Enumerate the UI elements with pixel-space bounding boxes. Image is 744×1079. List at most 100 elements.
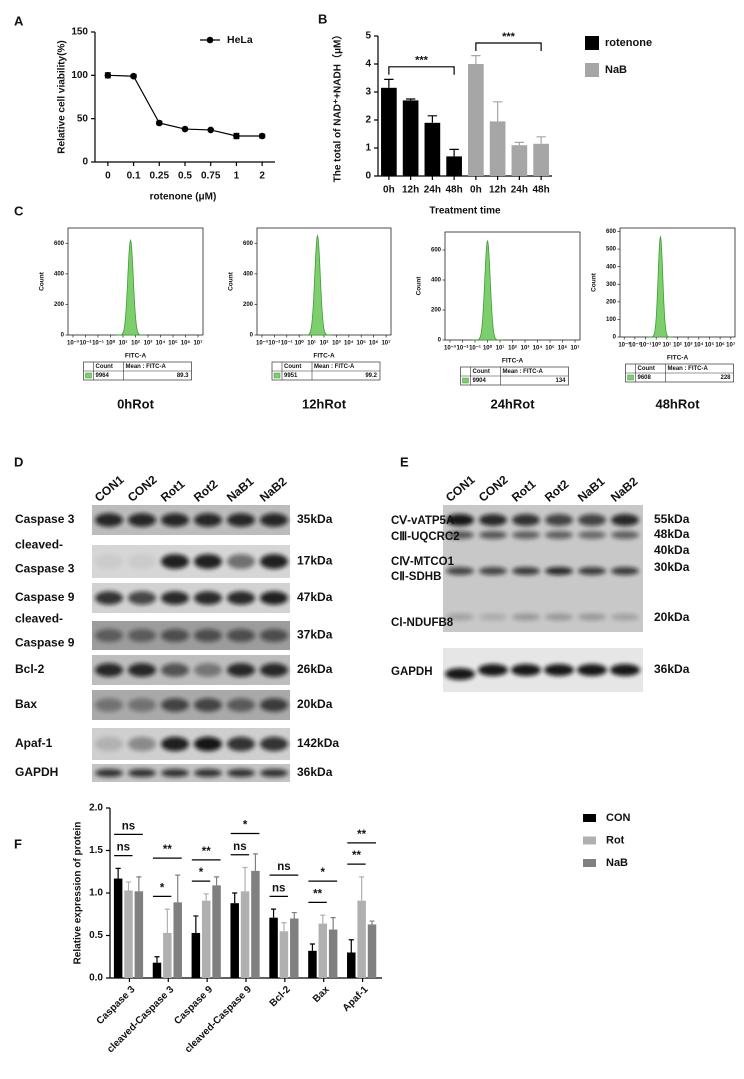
error-bar (492, 101, 503, 122)
blot-band (446, 531, 474, 539)
y-tick-label: 0 (82, 157, 88, 168)
size-label: 36kDa (654, 662, 690, 676)
table-header: Count (638, 366, 655, 372)
y-tick-label: 600 (54, 241, 65, 247)
protein-label: Caspase 9 (15, 590, 75, 604)
protein-label: cleaved- (15, 612, 63, 626)
table-cell: 228 (720, 375, 731, 381)
y-axis-label: Count (416, 276, 423, 296)
y-tick-label: 300 (606, 282, 617, 288)
blot-strip (92, 545, 290, 578)
bar (318, 923, 328, 978)
significance-label: ns (117, 842, 130, 854)
legend-swatch (585, 36, 599, 50)
bar (240, 891, 250, 978)
protein-label: GAPDH (15, 765, 58, 779)
x-tick-label: 10⁻³ (256, 340, 268, 347)
x-tick-label: 10⁵ (705, 343, 715, 349)
blot-band (512, 613, 540, 621)
x-tick-label: 10² (673, 342, 682, 349)
blot-band (194, 591, 222, 605)
x-tick-label: 10⁻¹ (469, 345, 481, 352)
x-tick-label: 10⁰ (106, 340, 116, 347)
legend-label: rotenone (605, 37, 652, 49)
blot-band (161, 591, 189, 605)
error-bar (193, 915, 199, 933)
blot-band (260, 663, 288, 677)
population-icon (85, 372, 92, 379)
blot-background (443, 648, 643, 692)
lane-label: Rot1 (158, 477, 188, 505)
population-icon (627, 374, 634, 381)
size-label: 37kDa (297, 628, 333, 642)
x-axis-label: FITC-A (667, 355, 689, 362)
blot-band (95, 663, 123, 677)
legend-swatch (583, 814, 596, 822)
sample-title: 12hRot (302, 396, 347, 411)
x-tick-label: 10⁻¹ (640, 342, 652, 349)
blot-band (479, 567, 507, 575)
blot-band (545, 531, 573, 539)
size-label: 20kDa (297, 697, 333, 711)
bar (468, 64, 484, 176)
bar (446, 156, 462, 176)
y-tick-label: 50 (77, 113, 89, 124)
blot-background (92, 621, 290, 650)
blot-band (194, 736, 222, 752)
x-tick-label: 0 (105, 171, 111, 182)
error-bar (514, 141, 525, 146)
y-tick-label: 600 (431, 248, 442, 254)
error-bar (320, 914, 326, 924)
y-tick-label: 1.5 (89, 845, 103, 856)
blot-band (260, 736, 288, 752)
lane-label: Rot2 (191, 477, 221, 505)
x-tick-label: cleaved-Caspase 3 (105, 984, 176, 1055)
x-tick-label: 48h (533, 185, 550, 196)
x-tick-label: 10² (320, 340, 329, 347)
blot-band (194, 768, 222, 778)
legend-marker (206, 36, 214, 44)
bar (489, 121, 506, 176)
x-tick-label: 24h (511, 185, 528, 196)
y-tick-label: 0.0 (89, 973, 103, 984)
size-label: 20kDa (654, 610, 690, 624)
blot-background (92, 728, 290, 760)
y-tick-label: 0 (438, 338, 442, 344)
blot-band (479, 613, 507, 621)
plot-frame (619, 227, 736, 338)
protein-label: CⅡ-SDHB (391, 570, 441, 583)
protein-label: Caspase 3 (15, 562, 75, 576)
size-label: 55kDa (654, 512, 690, 526)
blot-band (260, 628, 288, 643)
x-axis-label: FITC-A (502, 358, 524, 365)
blot-band (194, 698, 222, 712)
x-tick-label: 10⁴ (156, 341, 166, 347)
significance-label: * (321, 867, 326, 879)
blot-band (227, 698, 255, 712)
bar (113, 878, 123, 978)
histogram (472, 239, 503, 341)
blot-band (194, 554, 222, 569)
blot-band (446, 567, 474, 575)
table-cell: 9951 (284, 373, 298, 379)
blot-band (95, 768, 123, 778)
error-bar (536, 136, 546, 144)
blot-band (260, 591, 288, 605)
y-axis-label: Relative expression of protein (73, 822, 84, 965)
table-cell: 99.2 (365, 373, 377, 379)
x-axis-label: Treatment time (429, 206, 501, 217)
blot-band (161, 513, 189, 527)
blot-band (512, 567, 540, 575)
x-tick-label: 10³ (521, 345, 530, 352)
panel-label: D (14, 454, 23, 469)
blot-band (95, 628, 123, 643)
blot-band (95, 513, 123, 527)
legend-swatch (583, 859, 596, 867)
x-tick-label: 10² (131, 340, 140, 347)
plot-frame (256, 227, 392, 336)
x-tick-label: 48h (446, 185, 463, 196)
blot-band (227, 768, 255, 778)
significance-label: *** (502, 31, 516, 43)
table-header: Mean : FITC-A (503, 369, 544, 375)
